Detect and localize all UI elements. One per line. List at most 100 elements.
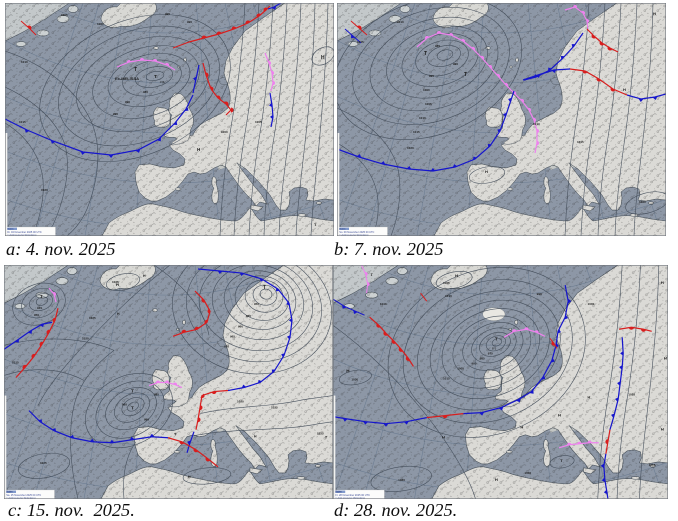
svg-text:975: 975 (492, 346, 497, 350)
svg-text:1005: 1005 (457, 366, 464, 370)
svg-text:T: T (495, 336, 498, 341)
svg-text:950: 950 (254, 302, 259, 306)
svg-text:1010: 1010 (21, 60, 28, 64)
svg-text:985: 985 (435, 44, 440, 48)
svg-text:1013: 1013 (533, 122, 540, 126)
svg-text:975: 975 (488, 351, 493, 355)
svg-text:990: 990 (125, 100, 130, 104)
svg-text:965: 965 (230, 334, 235, 338)
svg-text:1025: 1025 (271, 406, 278, 410)
svg-text:970: 970 (224, 344, 229, 348)
svg-text:H: H (558, 413, 561, 418)
svg-text:H: H (653, 11, 656, 16)
svg-text:1005: 1005 (443, 281, 450, 285)
svg-text:1015: 1015 (443, 377, 450, 381)
svg-text:H: H (661, 427, 664, 432)
svg-text:1000: 1000 (97, 22, 104, 26)
svg-text:T: T (263, 285, 266, 291)
svg-text:H: H (346, 368, 349, 373)
svg-text:1000: 1000 (423, 88, 430, 92)
svg-text:Ex-MELISSA: Ex-MELISSA (115, 76, 139, 81)
svg-text:© 2025 Deutscher Wetterdienst: © 2025 Deutscher Wetterdienst (335, 497, 365, 499)
svg-text:995: 995 (471, 361, 476, 365)
svg-text:T: T (325, 436, 328, 440)
svg-text:995: 995 (165, 12, 170, 16)
svg-text:1000: 1000 (588, 302, 595, 306)
svg-text:985: 985 (480, 356, 485, 360)
svg-text:H: H (117, 312, 120, 316)
svg-text:1010: 1010 (380, 302, 387, 306)
svg-text:H: H (321, 55, 325, 61)
svg-text:990: 990 (144, 418, 149, 422)
svg-text:H: H (588, 396, 591, 400)
svg-text:H: H (197, 147, 200, 152)
svg-text:T: T (40, 294, 43, 299)
svg-text:T: T (314, 222, 317, 227)
svg-text:1020: 1020 (639, 200, 646, 204)
svg-text:H: H (661, 280, 664, 285)
svg-text:1020: 1020 (407, 146, 414, 150)
svg-text:1000: 1000 (221, 130, 228, 134)
svg-text:1005: 1005 (255, 120, 262, 124)
svg-text:H: H (623, 87, 626, 92)
svg-text:T: T (424, 51, 427, 57)
svg-text:945: 945 (37, 306, 42, 310)
svg-text:H: H (254, 435, 257, 439)
svg-text:1005: 1005 (425, 102, 432, 106)
svg-text:1020: 1020 (82, 336, 89, 340)
svg-text:995: 995 (429, 74, 434, 78)
svg-text:990: 990 (187, 20, 192, 24)
svg-text:1015: 1015 (357, 40, 364, 44)
svg-text:1030: 1030 (524, 471, 531, 475)
svg-text:1005: 1005 (61, 13, 68, 17)
svg-text:T: T (131, 389, 134, 394)
svg-text:985: 985 (143, 90, 148, 94)
svg-text:H: H (188, 475, 191, 479)
svg-text:T: T (464, 72, 467, 78)
svg-text:H: H (143, 274, 146, 278)
svg-text:T: T (560, 458, 563, 463)
svg-text:H: H (442, 435, 445, 440)
svg-text:H: H (520, 425, 523, 430)
svg-text:T: T (154, 74, 157, 79)
svg-text:1020: 1020 (237, 400, 244, 404)
svg-text:1025: 1025 (89, 316, 96, 320)
svg-text:Boden: Boden (6, 492, 13, 494)
svg-text:H: H (495, 477, 498, 482)
svg-text:1010: 1010 (397, 20, 404, 24)
svg-text:1025: 1025 (317, 432, 324, 436)
svg-text:995: 995 (113, 112, 118, 116)
svg-text:1010: 1010 (628, 393, 635, 397)
svg-text:1030: 1030 (351, 378, 358, 382)
svg-text:© 2025 Deutscher Wetterdienst: © 2025 Deutscher Wetterdienst (339, 234, 368, 237)
svg-text:1025: 1025 (112, 280, 119, 284)
svg-text:H: H (485, 169, 488, 174)
svg-text:1010: 1010 (445, 294, 452, 298)
svg-text:T: T (134, 67, 137, 73)
svg-text:1015: 1015 (649, 463, 656, 467)
svg-text:976: 976 (160, 80, 165, 84)
svg-text:T: T (174, 432, 177, 437)
svg-text:985: 985 (154, 393, 159, 397)
svg-text:Sa. 15 November 2025 00 UTC: Sa. 15 November 2025 00 UTC (6, 494, 41, 497)
svg-text:1015: 1015 (577, 140, 584, 144)
svg-text:So. 09 November 2025 00 UTC: So. 09 November 2025 00 UTC (339, 231, 374, 234)
svg-text:950: 950 (34, 313, 39, 317)
svg-text:Boden: Boden (335, 492, 342, 494)
svg-text:990: 990 (453, 62, 458, 66)
svg-text:960: 960 (238, 324, 243, 328)
svg-text:Boden: Boden (339, 229, 346, 231)
svg-text:© 2025 Deutscher Wetterdienst: © 2025 Deutscher Wetterdienst (6, 496, 36, 499)
svg-text:H: H (455, 273, 458, 278)
svg-text:1025: 1025 (40, 461, 47, 465)
svg-text:Boden: Boden (7, 229, 14, 231)
svg-text:1030: 1030 (398, 478, 405, 482)
svg-text:1020: 1020 (41, 188, 48, 192)
svg-text:995: 995 (122, 403, 127, 407)
svg-text:990: 990 (537, 292, 542, 296)
svg-text:Fr. 28 November 2025 00 UTC: Fr. 28 November 2025 00 UTC (335, 494, 370, 497)
svg-text:H: H (116, 282, 119, 287)
svg-text:Di. 04 November 2025 00 UTC: Di. 04 November 2025 00 UTC (7, 231, 42, 234)
svg-text:T: T (371, 273, 374, 277)
svg-text:T: T (131, 406, 134, 411)
